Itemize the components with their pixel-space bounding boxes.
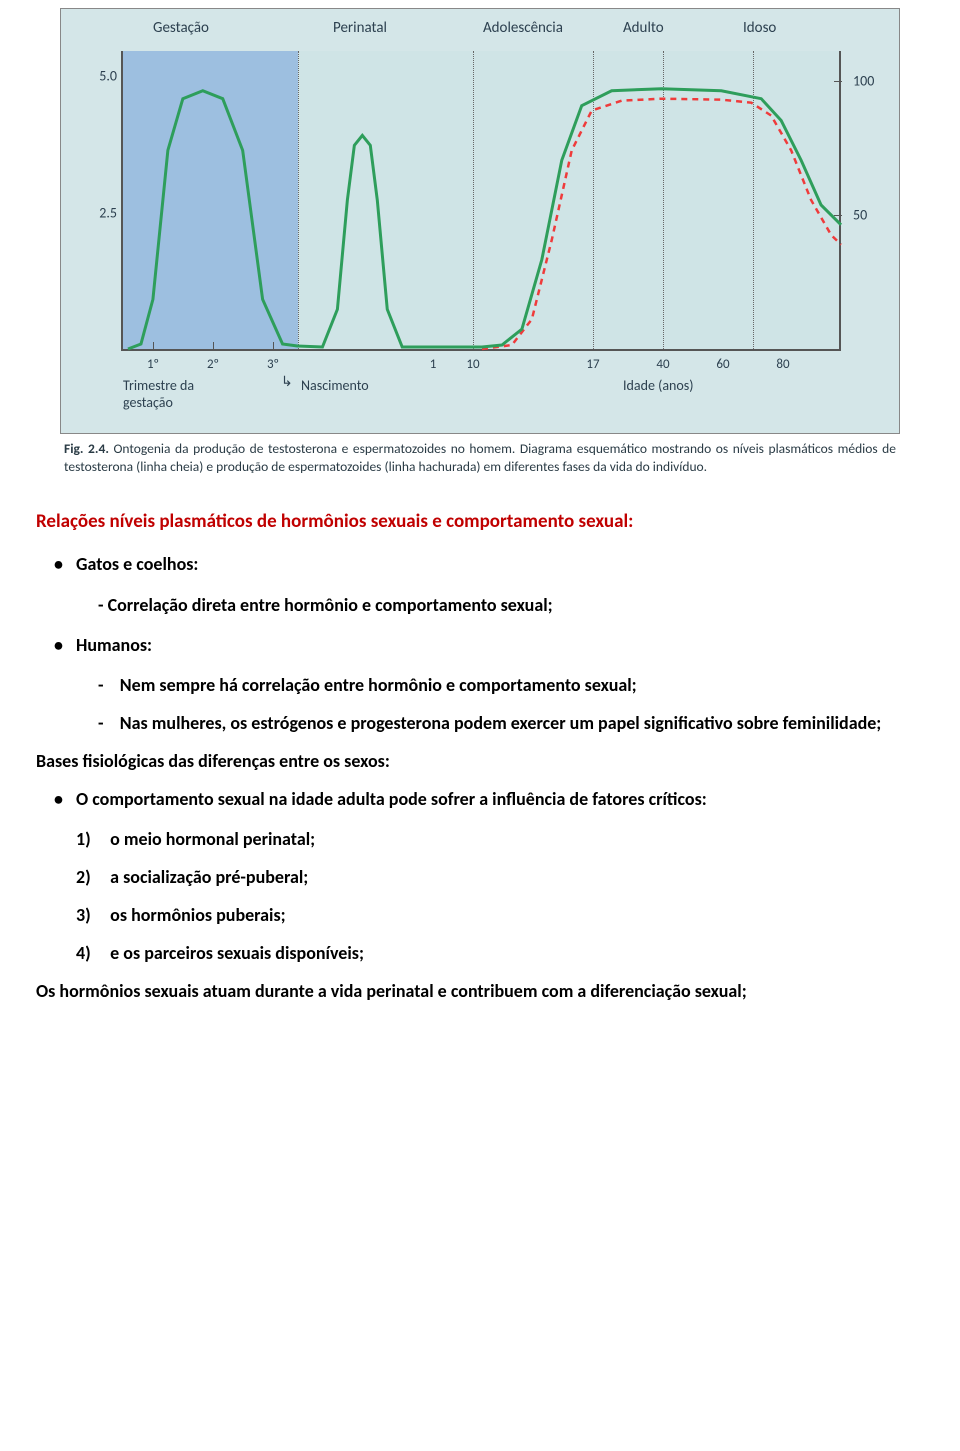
phase-label: Adolescência: [483, 19, 563, 37]
x-axis-sublabel: Trimestre da gestação: [123, 377, 194, 411]
x-axis-sublabel: Nascimento: [301, 377, 369, 394]
factor-text: os hormônios puberais;: [110, 904, 285, 926]
x-tick: 2º: [207, 357, 219, 372]
sub-block: - Correlação direta entre hormônio e com…: [36, 592, 924, 618]
chart-frame: Gestação Perinatal Adolescência Adulto I…: [60, 8, 900, 434]
x-tick: 1º: [147, 357, 159, 372]
sperm-line: [482, 99, 841, 349]
x-axis-sublabel: Idade (anos): [623, 377, 694, 394]
x-tick: 60: [716, 357, 729, 372]
x-tick: 80: [776, 357, 789, 372]
document-body: Relações níveis plasmáticos de hormônios…: [0, 480, 960, 1024]
figure-caption: Fig. 2.4. Ontogenia da produção de testo…: [60, 434, 900, 480]
list-item: 3) os hormônios puberais;: [76, 902, 924, 928]
phase-label: Gestação: [153, 19, 209, 37]
factor-text: e os parceiros sexuais disponíveis;: [110, 942, 364, 964]
phase-label: Perinatal: [333, 19, 387, 37]
bullet-list: Gatos e coelhos:: [36, 551, 924, 577]
y-tick-right: 50: [847, 206, 867, 223]
subsection-heading: Bases fisiológicas das diferenças entre …: [36, 750, 924, 772]
bullet-list: Humanos:: [36, 632, 924, 658]
closing-paragraph: Os hormônios sexuais atuam durante a vid…: [36, 978, 924, 1004]
sub-item: - Correlação direta entre hormônio e com…: [98, 592, 924, 618]
factor-text: a socialização pré-puberal;: [110, 866, 308, 888]
sub-item: - Nas mulheres, os estrógenos e progeste…: [98, 710, 924, 736]
list-item: 1) o meio hormonal perinatal;: [76, 826, 924, 852]
sub-block: - Nem sempre há correlação entre hormôni…: [36, 672, 924, 736]
plot-area: 5.0 2.5 100 50 1º 2º 3º 1 10 17 40 60: [121, 51, 841, 351]
phase-label: Idoso: [743, 19, 776, 37]
x-tick: 17: [586, 357, 599, 372]
sub-item: - Nem sempre há correlação entre hormôni…: [98, 672, 924, 698]
list-item: Humanos:: [76, 632, 924, 658]
figure-container: Gestação Perinatal Adolescência Adulto I…: [60, 0, 900, 480]
y-tick-left: 2.5: [99, 204, 123, 221]
chart-curves: [123, 51, 841, 349]
testosterone-line: [128, 89, 841, 349]
caption-text: Ontogenia da produção de testosterona e …: [64, 440, 896, 475]
chart: Gestação Perinatal Adolescência Adulto I…: [63, 11, 897, 431]
factor-text: o meio hormonal perinatal;: [110, 828, 315, 850]
numbered-list: 1) o meio hormonal perinatal; 2) a socia…: [36, 826, 924, 966]
figure-number: Fig. 2.4.: [64, 440, 109, 457]
x-tick: 10: [466, 357, 479, 372]
section-heading: Relações níveis plasmáticos de hormônios…: [36, 510, 924, 533]
y-tick-left: 5.0: [99, 67, 123, 84]
list-item: 4) e os parceiros sexuais disponíveis;: [76, 940, 924, 966]
list-item: 2) a socialização pré-puberal;: [76, 864, 924, 890]
sub-item-text: Nem sempre há correlação entre hormônio …: [120, 674, 637, 696]
x-tick: 40: [656, 357, 669, 372]
bullet-list: O comportamento sexual na idade adulta p…: [36, 786, 924, 812]
sub-item-text: Nas mulheres, os estrógenos e progestero…: [120, 712, 881, 734]
x-tick: 3º: [267, 357, 279, 372]
list-item: Gatos e coelhos:: [76, 551, 924, 577]
phase-label: Adulto: [623, 19, 664, 37]
list-item: O comportamento sexual na idade adulta p…: [76, 786, 924, 812]
x-tick: 1: [430, 357, 437, 372]
arrow-icon: ↳: [281, 373, 293, 390]
y-tick-right: 100: [847, 72, 874, 89]
